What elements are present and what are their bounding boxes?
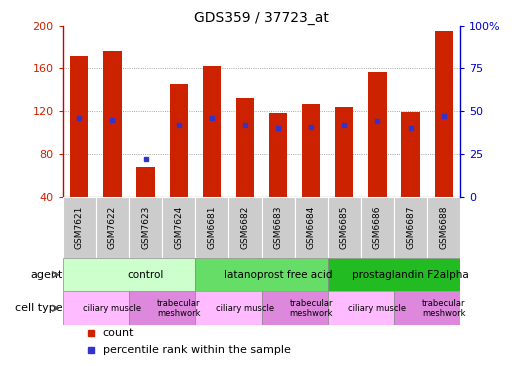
Bar (96, 197, 129, 258)
Text: GSM6682: GSM6682 (241, 206, 249, 249)
Text: ciliary muscle: ciliary muscle (348, 304, 406, 313)
Bar (229, 197, 262, 258)
Text: GSM6686: GSM6686 (373, 206, 382, 249)
Bar (70, 56, 88, 197)
Bar (129, 197, 162, 258)
Bar (195, 291, 262, 325)
Bar (328, 197, 361, 258)
Text: latanoprost free acid: latanoprost free acid (224, 270, 332, 280)
Text: GSM7623: GSM7623 (141, 206, 150, 249)
Text: GSM6683: GSM6683 (274, 206, 282, 249)
Bar (104, 51, 121, 197)
Bar (335, 107, 354, 197)
Bar (203, 66, 221, 197)
Bar (427, 197, 460, 258)
Bar (269, 113, 287, 197)
Bar (162, 197, 195, 258)
Bar (361, 197, 394, 258)
Bar (294, 197, 328, 258)
Text: trabecular
meshwork: trabecular meshwork (157, 299, 200, 318)
Text: ciliary muscle: ciliary muscle (216, 304, 274, 313)
Bar (328, 291, 394, 325)
Bar (262, 291, 328, 325)
Text: GSM7621: GSM7621 (75, 206, 84, 249)
Bar (169, 85, 188, 197)
Bar (262, 197, 294, 258)
Title: GDS359 / 37723_at: GDS359 / 37723_at (194, 11, 329, 25)
Bar (137, 167, 155, 197)
Bar (402, 112, 419, 197)
Text: GSM6687: GSM6687 (406, 206, 415, 249)
Bar (394, 197, 427, 258)
Text: GSM6685: GSM6685 (340, 206, 349, 249)
Text: control: control (128, 270, 164, 280)
Bar (63, 258, 195, 291)
Bar (63, 197, 96, 258)
Bar (368, 72, 386, 197)
Text: GSM6681: GSM6681 (207, 206, 217, 249)
Bar (236, 98, 254, 197)
Text: count: count (103, 328, 134, 339)
Text: trabecular
meshwork: trabecular meshwork (422, 299, 465, 318)
Bar (195, 197, 229, 258)
Text: cell type: cell type (15, 303, 63, 313)
Text: ciliary muscle: ciliary muscle (83, 304, 142, 313)
Text: prostaglandin F2alpha: prostaglandin F2alpha (352, 270, 469, 280)
Bar (394, 291, 460, 325)
Text: agent: agent (30, 270, 63, 280)
Text: GSM6688: GSM6688 (439, 206, 448, 249)
Bar (328, 258, 460, 291)
Bar (435, 31, 453, 197)
Text: percentile rank within the sample: percentile rank within the sample (103, 345, 290, 355)
Text: GSM6684: GSM6684 (306, 206, 316, 249)
Text: trabecular
meshwork: trabecular meshwork (289, 299, 333, 318)
Bar (302, 104, 320, 197)
Bar (195, 258, 328, 291)
Text: GSM7624: GSM7624 (174, 206, 183, 249)
Text: GSM7622: GSM7622 (108, 206, 117, 249)
Bar (63, 291, 129, 325)
Bar (129, 291, 195, 325)
